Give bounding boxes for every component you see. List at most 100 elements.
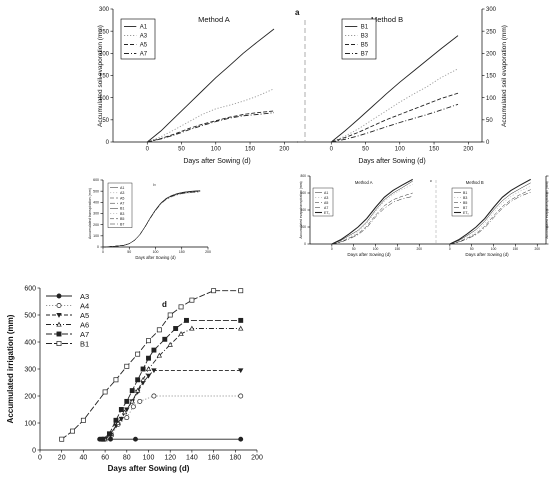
panel-d-series-a4-marker xyxy=(124,415,130,421)
panel-c-method-a-y-tick-label: 600 xyxy=(300,191,306,195)
panel-d-series-a4-line xyxy=(102,395,241,440)
panel-c-method-a-series-et₀ xyxy=(331,178,413,245)
panel-a-method-a-legend-label: A5 xyxy=(140,43,148,49)
panel-d-series-a7-marker xyxy=(124,398,130,404)
panel-a-method-a-y-tick-label: 200 xyxy=(99,51,110,57)
panel-d-x-tick-label: 0 xyxy=(38,455,42,462)
panel-d-series-a6-marker xyxy=(156,352,163,358)
panel-b-legend xyxy=(107,182,133,228)
panel-d-series-a7-marker xyxy=(140,366,146,372)
panel-a-method-a-legend-label: A3 xyxy=(140,34,148,40)
panel-d-y-tick-label: 0 xyxy=(32,447,36,454)
panel-a-x-label-left: Days after Sowing (d) xyxy=(183,158,250,165)
panel-d-series-a4-marker xyxy=(137,398,143,404)
panel-d-legend-marker xyxy=(56,303,62,308)
panel-a-method-a-legend-label: A1 xyxy=(140,25,148,31)
panel-b-x-label: Days after Sowing (d) xyxy=(135,255,176,260)
panel-d-series-a3-marker xyxy=(238,436,244,442)
panel-d-x-label: Days after Sowing (d) xyxy=(108,464,190,473)
panel-a-method-b-series-b7 xyxy=(331,103,459,143)
panel-a-method-b-y-tick-label: 300 xyxy=(486,7,497,13)
panel-b-y-tick-label: 500 xyxy=(93,189,99,193)
panel-d-series-a7-marker xyxy=(146,355,151,361)
panel-c-y-label-right: Accumulated evapotranspiration (mm) xyxy=(545,181,549,238)
panel-a-method-a-title: Method A xyxy=(198,15,230,24)
panel-a-method-a-series-a7 xyxy=(147,112,275,143)
panel-d-series-b1-marker xyxy=(80,417,86,423)
panel-d-series-a6-marker xyxy=(167,341,173,347)
panel-b-y-tick-label: 600 xyxy=(93,178,99,182)
panel-c-method-b-series-et₀ xyxy=(449,178,531,245)
panel-d-y-tick-label: 500 xyxy=(24,312,36,319)
panel-d-series-a7-marker xyxy=(118,407,124,412)
panel-d-series-b1-marker xyxy=(102,389,108,395)
panel-a-method-a-y-tick-label: 300 xyxy=(99,7,110,13)
panel-c-method-b-legend-label: B3 xyxy=(463,196,467,200)
panel-d-series-a5-line xyxy=(104,369,241,440)
panel-d-x-tick-label: 60 xyxy=(101,455,109,462)
panel-a-x-label-right: Days after Sowing (d) xyxy=(358,158,425,165)
panel-c-method-a-y-tick-label: 0 xyxy=(304,242,306,246)
panel-d-legend-marker xyxy=(56,312,62,318)
panel-a-method-a-y-tick-label: 50 xyxy=(102,118,109,124)
panel-a-method-b-series-b5 xyxy=(331,92,459,143)
panel-c-method-b-x-tick-label: 200 xyxy=(535,247,541,251)
panel-d-series-b1-marker xyxy=(189,297,195,303)
panel-c-method-a-title: Method A xyxy=(355,180,373,185)
panel-c-method-a-series-a3 xyxy=(331,184,413,245)
panel-a-method-a-legend xyxy=(120,18,156,60)
panel-d-x-tick-label: 120 xyxy=(164,455,176,462)
panel-a-method-b-y-tick-label: 150 xyxy=(486,74,497,80)
panel-c-y-label-left: Accumulated evapotranspiration (mm) xyxy=(299,181,303,238)
panel-c-method-b-legend-label: B5 xyxy=(463,201,467,205)
panel-d-series-a5-marker xyxy=(151,368,157,374)
panel-a-method-b-x-tick-label: 100 xyxy=(395,147,406,153)
panel-d-series-a6-marker xyxy=(238,325,244,331)
panel-c-method-b-series-b5 xyxy=(449,189,531,245)
panel-a-method-a-y-tick-label: 0 xyxy=(106,140,110,146)
panel-b-legend-label: A1 xyxy=(120,186,124,190)
panel-a-method-b-x-tick-label: 200 xyxy=(463,147,474,153)
panel-b-legend-label: B3 xyxy=(120,212,124,216)
panel-d-x-tick-label: 180 xyxy=(229,455,241,462)
panel-a-method-b-x-tick-label: 150 xyxy=(429,147,440,153)
panel-c-method-b-legend-label: B1 xyxy=(463,191,467,195)
panel-a-method-a-x-tick-label: 0 xyxy=(146,147,150,153)
panel-d-y-label: Accumulated irrigation (mm) xyxy=(6,314,15,423)
panel-d-legend-marker xyxy=(56,331,62,337)
panel-b-legend-label: B5 xyxy=(120,217,124,221)
panel-d-series-a7-marker xyxy=(173,326,179,331)
panel-c-method-a-legend-label: A5 xyxy=(324,201,328,205)
panel-b-legend-label: B7 xyxy=(120,222,124,226)
panel-c-method-b-series-b7 xyxy=(449,191,531,245)
panel-d-series-b1-marker xyxy=(238,288,244,294)
panel-d-series-a5-marker xyxy=(124,407,130,413)
panel-c-method-b-x-tick-label: 50 xyxy=(470,247,474,251)
panel-c-method-a-y-tick-label: 200 xyxy=(300,225,306,229)
panel-a-method-b-title: Method B xyxy=(371,15,403,24)
panel-d-x-tick-label: 100 xyxy=(143,455,155,462)
panel-d-x-tick-label: 40 xyxy=(80,455,88,462)
panel-d-series-a7-marker xyxy=(129,388,135,394)
panel-d-series-a6-marker xyxy=(140,376,146,382)
panel-c-method-a-legend-label: A7 xyxy=(324,206,328,210)
panel-b-x-tick-label: 100 xyxy=(153,250,159,254)
panel-a-method-a-x-tick-label: 150 xyxy=(245,147,256,153)
panel-d-series-a7-marker xyxy=(151,347,157,353)
panel-d-series-a6-marker xyxy=(121,409,128,415)
panel-a-method-b-legend-label: B5 xyxy=(361,43,369,49)
panel-a-method-a-x-tick-label: 100 xyxy=(211,147,222,153)
panel-a-method-a-series-a5 xyxy=(147,110,275,143)
panel-a-method-a-series-a3 xyxy=(147,88,275,143)
panel-c-method-b-x-tick-label: 150 xyxy=(513,247,519,251)
panel-a-method-b-legend-label: B1 xyxy=(361,25,369,31)
panel-d-y-tick-label: 300 xyxy=(24,366,36,373)
panel-c-method-b-series-b1 xyxy=(449,182,531,245)
panel-b-legend-label: B1 xyxy=(120,207,124,211)
panel-d-series-a6-marker xyxy=(129,398,135,404)
panel-b-label: b xyxy=(153,182,156,187)
panel-b-legend-label: A3 xyxy=(120,191,124,195)
panel-d-series-b1-marker xyxy=(156,327,162,333)
panel-c-method-a-series-a1 xyxy=(331,180,413,245)
panel-b-legend-label: A7 xyxy=(120,202,124,206)
